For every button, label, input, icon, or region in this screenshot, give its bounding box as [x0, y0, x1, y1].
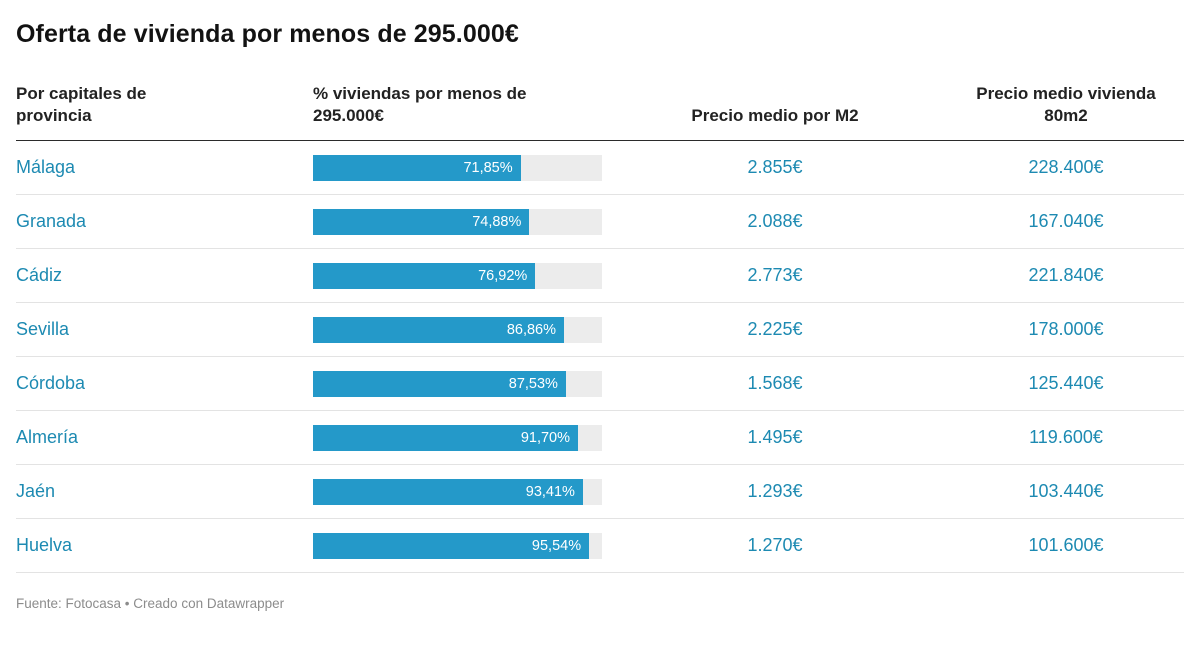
- bar-value-label: 87,53%: [508, 375, 558, 392]
- data-table: Por capitales de provincia % viviendas p…: [16, 83, 1184, 574]
- source-note: Fuente: Fotocasa • Creado con Datawrappe…: [16, 596, 285, 612]
- price-80m2-value: 125.440€: [1028, 373, 1104, 394]
- price-80m2-value: 101.600€: [1028, 535, 1104, 556]
- table-row: Sevilla 86,86% 2.225€ 178.000€: [16, 303, 1184, 358]
- price-m2-value: 1.568€: [747, 373, 803, 394]
- bar-cell: 71,85%: [313, 154, 602, 181]
- price-m2-value: 2.225€: [747, 319, 803, 340]
- price-m2-value: 2.773€: [747, 265, 803, 286]
- bar-track: 91,70%: [313, 424, 602, 451]
- column-header-price-m2: Precio medio por M2: [691, 106, 859, 126]
- city-label: Sevilla: [16, 319, 70, 340]
- price-80m2-value: 178.000€: [1028, 319, 1104, 340]
- bar-value-label: 76,92%: [478, 267, 528, 284]
- price-m2-value: 2.855€: [747, 157, 803, 178]
- chart-container: Oferta de vivienda por menos de 295.000€…: [16, 20, 1184, 612]
- city-label: Jaén: [16, 481, 56, 502]
- bar-track: 86,86%: [313, 316, 602, 343]
- chart-title: Oferta de vivienda por menos de 295.000€: [16, 20, 519, 48]
- price-m2-value: 1.495€: [747, 427, 803, 448]
- bar-value-label: 74,88%: [472, 213, 522, 230]
- table-row: Huelva 95,54% 1.270€ 101.600€: [16, 519, 1184, 574]
- bar-cell: 93,41%: [313, 478, 602, 505]
- bar-fill: 86,86%: [313, 316, 565, 343]
- column-header-province: Por capitales de provincia: [16, 84, 147, 126]
- bar-track: 71,85%: [313, 154, 602, 181]
- column-header-price-80m2: Precio medio vivienda 80m2: [976, 84, 1156, 126]
- bar-value-label: 71,85%: [463, 159, 513, 176]
- bar-fill: 93,41%: [313, 478, 583, 505]
- price-m2-value: 2.088€: [747, 211, 803, 232]
- table-header-row: Por capitales de provincia % viviendas p…: [16, 83, 1184, 142]
- bar-value-label: 91,70%: [520, 429, 570, 446]
- city-label: Huelva: [16, 535, 73, 556]
- city-label: Almería: [16, 427, 79, 448]
- bar-cell: 91,70%: [313, 424, 602, 451]
- bar-track: 74,88%: [313, 208, 602, 235]
- bar-fill: 95,54%: [313, 532, 590, 559]
- bar-track: 76,92%: [313, 262, 602, 289]
- city-label: Málaga: [16, 157, 76, 178]
- bar-value-label: 95,54%: [531, 537, 582, 554]
- bar-cell: 87,53%: [313, 370, 602, 397]
- price-80m2-value: 221.840€: [1028, 265, 1104, 286]
- price-80m2-value: 103.440€: [1028, 481, 1104, 502]
- bar-fill: 91,70%: [313, 424, 578, 451]
- bar-cell: 74,88%: [313, 208, 602, 235]
- bar-value-label: 93,41%: [525, 483, 575, 500]
- city-label: Granada: [16, 211, 87, 232]
- bar-track: 87,53%: [313, 370, 602, 397]
- table-row: Granada 74,88% 2.088€ 167.040€: [16, 195, 1184, 250]
- price-80m2-value: 119.600€: [1029, 427, 1103, 448]
- column-header-pct: % viviendas por menos de 295.000€: [313, 84, 527, 126]
- city-label: Córdoba: [16, 373, 86, 394]
- table-row: Jaén 93,41% 1.293€ 103.440€: [16, 465, 1184, 520]
- price-80m2-value: 167.040€: [1028, 211, 1104, 232]
- bar-cell: 76,92%: [313, 262, 602, 289]
- bar-track: 95,54%: [313, 532, 602, 559]
- bar-cell: 95,54%: [313, 532, 602, 559]
- bar-fill: 74,88%: [313, 208, 530, 235]
- table-row: Córdoba 87,53% 1.568€ 125.440€: [16, 357, 1184, 412]
- price-m2-value: 1.270€: [747, 535, 803, 556]
- bar-fill: 76,92%: [313, 262, 536, 289]
- table-row: Cádiz 76,92% 2.773€ 221.840€: [16, 249, 1184, 304]
- table-row: Almería 91,70% 1.495€ 119.600€: [16, 411, 1184, 466]
- table-row: Málaga 71,85% 2.855€ 228.400€: [16, 141, 1184, 196]
- bar-cell: 86,86%: [313, 316, 602, 343]
- bar-track: 93,41%: [313, 478, 602, 505]
- bar-value-label: 86,86%: [506, 321, 557, 338]
- price-80m2-value: 228.400€: [1028, 157, 1104, 178]
- bar-fill: 71,85%: [313, 154, 521, 181]
- city-label: Cádiz: [16, 265, 63, 286]
- bar-fill: 87,53%: [313, 370, 566, 397]
- price-m2-value: 1.293€: [747, 481, 803, 502]
